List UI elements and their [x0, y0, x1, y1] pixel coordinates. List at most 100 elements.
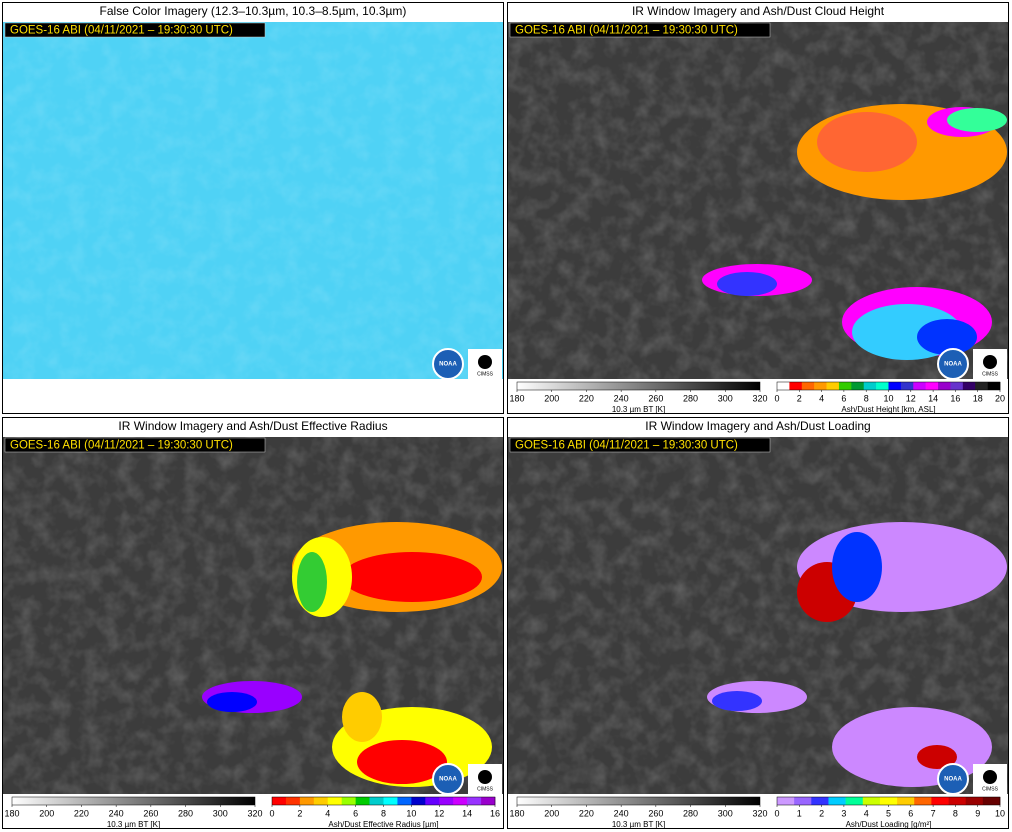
- panel: IR Window Imagery and Ash/Dust Effective…: [2, 417, 504, 829]
- colorbar-segment: [383, 797, 398, 805]
- satellite-image: [508, 437, 1008, 794]
- timestamp-box: [509, 22, 771, 38]
- colorbar-segment: [777, 382, 790, 390]
- colorbar-segment: [355, 797, 370, 805]
- colorbar-tick-label: 200: [544, 393, 559, 403]
- colorbar-segment: [965, 797, 984, 805]
- colorbar-segment: [425, 797, 440, 805]
- colorbar-segment: [313, 797, 329, 805]
- colorbar-tick-label: 18: [973, 393, 983, 403]
- colorbar-tick-label: 180: [4, 808, 19, 818]
- cimss-logo-text: CIMSS: [982, 786, 999, 792]
- colorbar-segment: [897, 797, 915, 805]
- colorbar-tick-label: 320: [247, 808, 262, 818]
- retrieval-area: [832, 532, 882, 602]
- colorbar-label: 10.3 µm BT [K]: [107, 820, 160, 829]
- noaa-logo-text: NOAA: [439, 777, 457, 783]
- colorbar-tick-label: 8: [953, 808, 958, 818]
- colorbar-tick-label: 0: [774, 808, 779, 818]
- timestamp-box: [4, 22, 266, 38]
- colorbar-tick-label: 5: [886, 808, 891, 818]
- noaa-logo-text: NOAA: [944, 777, 962, 783]
- colorbar-tick-label: 200: [39, 808, 54, 818]
- colorbar-tick-label: 260: [143, 808, 158, 818]
- colorbar-tick-label: 9: [975, 808, 980, 818]
- colorbar-tick-label: 220: [579, 808, 594, 818]
- cimss-logo-text: CIMSS: [982, 371, 999, 377]
- retrieval-area: [342, 552, 482, 602]
- colorbar-tick-label: 3: [841, 808, 846, 818]
- colorbar-tick-label: 4: [864, 808, 869, 818]
- noaa-logo-text: NOAA: [439, 362, 457, 368]
- retrieval-area: [297, 552, 327, 612]
- colorbar-tick-label: 14: [928, 393, 938, 403]
- colorbar-segment: [794, 797, 812, 805]
- colorbar-tick-label: 6: [353, 808, 358, 818]
- colorbar: [272, 797, 496, 805]
- colorbar-segment: [982, 797, 1001, 805]
- panel: IR Window Imagery and Ash/Dust Loading GO…: [507, 417, 1009, 829]
- colorbar-segment: [327, 797, 342, 805]
- colorbar-segment: [272, 797, 287, 805]
- colorbar-tick-label: 10: [406, 808, 416, 818]
- colorbar-segment: [862, 797, 881, 805]
- colorbar-tick-label: 4: [819, 393, 824, 403]
- timestamp-box: [4, 437, 266, 453]
- retrieval-area: [917, 319, 977, 355]
- noaa-logo: [432, 763, 464, 795]
- timestamp: GOES-16 ABI (04/11/2021 – 19:30:30 UTC): [10, 25, 233, 37]
- retrieval-area: [207, 692, 257, 712]
- colorbar-label: Ash/Dust Loading [g/m²]: [846, 820, 932, 829]
- colorbar-tick-label: 0: [774, 393, 779, 403]
- colorbar-segment: [777, 797, 795, 805]
- colorbar: [516, 381, 761, 391]
- colorbar-tick-label: 8: [381, 808, 386, 818]
- colorbar-tick-label: 10: [995, 808, 1005, 818]
- colorbar-tick-label: 280: [683, 808, 698, 818]
- colorbar-segment: [411, 797, 426, 805]
- colorbar-tick-label: 1: [797, 808, 802, 818]
- colorbar-tick-label: 260: [648, 808, 663, 818]
- timestamp: GOES-16 ABI (04/11/2021 – 19:30:30 UTC): [10, 440, 233, 452]
- colorbar-tick-label: 4: [325, 808, 330, 818]
- colorbar-tick-label: 20: [995, 393, 1005, 403]
- panel-title: IR Window Imagery and Ash/Dust Loading: [645, 419, 870, 433]
- retrieval-area: [817, 112, 917, 172]
- colorbar-tick-label: 320: [752, 393, 767, 403]
- panel-title: IR Window Imagery and Ash/Dust Cloud Hei…: [632, 4, 885, 18]
- retrieval-area: [917, 745, 957, 769]
- colorbar-label: Ash/Dust Effective Radius [µm]: [328, 820, 438, 829]
- colorbar-tick-label: 6: [841, 393, 846, 403]
- colorbar-segment: [299, 797, 315, 805]
- cimss-logo-text: CIMSS: [477, 371, 494, 377]
- colorbar-tick-label: 7: [931, 808, 936, 818]
- colorbar-segment: [397, 797, 412, 805]
- retrieval-overlay: [702, 104, 1007, 360]
- noaa-logo-text: NOAA: [944, 362, 962, 368]
- colorbar-tick-label: 240: [614, 393, 629, 403]
- retrieval-area: [342, 692, 382, 742]
- colorbar-tick-label: 220: [74, 808, 89, 818]
- retrieval-area: [712, 691, 762, 711]
- satellite-image: [508, 22, 1008, 379]
- colorbar-segment: [838, 382, 852, 390]
- colorbar-tick-label: 10: [883, 393, 893, 403]
- panel: False Color Imagery (12.3–10.3µm, 10.3–8…: [2, 2, 504, 414]
- colorbar-segment: [879, 797, 898, 805]
- colorbar-segment: [789, 382, 803, 390]
- colorbar-tick-label: 6: [908, 808, 913, 818]
- colorbar-segment: [467, 797, 482, 805]
- colorbar-tick-label: 280: [178, 808, 193, 818]
- colorbar: [11, 796, 256, 806]
- colorbar-tick-label: 12: [434, 808, 444, 818]
- noaa-logo: [937, 763, 969, 795]
- colorbar-tick-label: 300: [718, 393, 733, 403]
- colorbar-segment: [962, 382, 976, 390]
- colorbar-segment: [811, 797, 829, 805]
- colorbar-segment: [914, 797, 932, 805]
- colorbar-segment: [828, 797, 846, 805]
- colorbar-tick-label: 180: [509, 808, 524, 818]
- satellite-image: [3, 22, 503, 379]
- colorbar-tick-label: 12: [906, 393, 916, 403]
- retrieval-area: [947, 108, 1007, 132]
